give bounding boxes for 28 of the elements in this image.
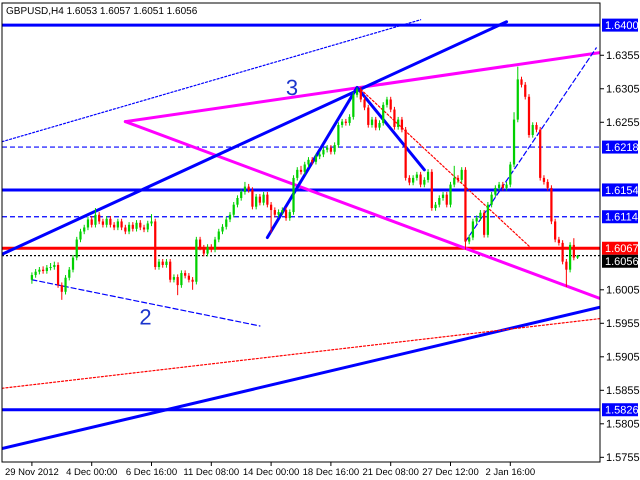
- ref-line-label: 1.5826: [605, 404, 639, 417]
- x-tick-label: 18 Dec 16:00: [302, 467, 360, 478]
- x-tick-label: 14 Dec 00:00: [242, 467, 300, 478]
- y-tick-label: 1.6255: [606, 117, 640, 130]
- ref-line-label: 1.6056: [605, 256, 639, 268]
- annotation: 2: [139, 304, 152, 330]
- y-tick-label: 1.6355: [606, 50, 640, 62]
- ref-line-label: 1.6154: [605, 184, 639, 197]
- x-tick-label: 29 Nov 2012: [4, 467, 59, 478]
- ref-line-label: 1.6400: [605, 20, 639, 32]
- chart-title: GBPUSD,H4 1.6053 1.6057 1.6051 1.6056: [6, 6, 198, 17]
- x-tick-label: 11 Dec 08:00: [183, 467, 240, 478]
- x-tick-label: 21 Dec 08:00: [362, 467, 419, 478]
- y-tick-label: 1.5955: [606, 318, 640, 330]
- ref-line-label: 1.6218: [605, 142, 639, 154]
- y-tick-label: 1.5805: [606, 418, 640, 431]
- x-tick-label: 27 Dec 12:00: [422, 467, 479, 478]
- y-tick-label: 1.6305: [606, 84, 640, 96]
- y-tick-label: 1.6005: [606, 284, 640, 297]
- x-tick-label: 4 Dec 00:00: [66, 467, 118, 478]
- annotation: 3: [286, 74, 298, 100]
- ref-line-label: 1.6114: [605, 212, 638, 224]
- y-tick-label: 1.5755: [606, 452, 640, 464]
- x-tick-label: 2 Jan 16:00: [485, 467, 536, 478]
- y-tick-label: 1.5855: [606, 385, 640, 398]
- ref-line-label: 1.6067: [605, 243, 639, 256]
- y-tick-label: 1.5905: [606, 352, 640, 364]
- x-tick-label: 6 Dec 16:00: [126, 467, 178, 478]
